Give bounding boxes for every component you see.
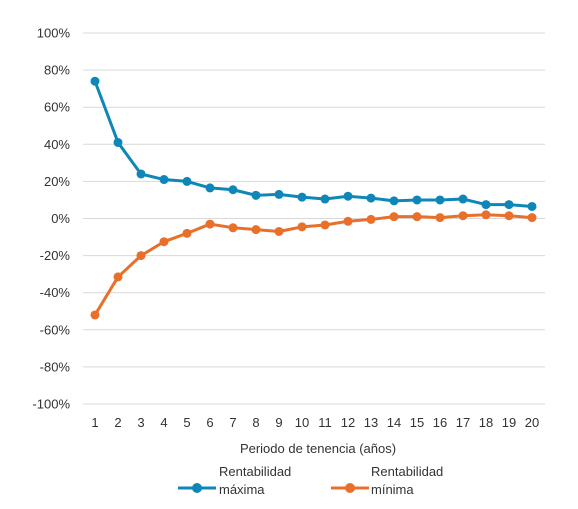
data-point: [297, 192, 307, 202]
data-point: [389, 212, 399, 222]
x-tick-label: 2: [114, 415, 121, 430]
data-point: [320, 194, 330, 204]
y-tick-label: 60%: [44, 100, 70, 115]
legend-item-minimum: Rentabilidad mínima: [331, 464, 443, 497]
legend-swatch-marker-maximum: [192, 483, 202, 493]
x-tick-labels: 1 2 3 4 5 6 7 8 9 10 11 12 13 14 15 16 17 18 19 20: [91, 415, 539, 430]
x-tick-label: 4: [160, 415, 167, 430]
legend-label-minimum-line2: mínima: [371, 482, 414, 497]
data-point: [343, 191, 353, 201]
legend-item-maximum: Rentabilidad máxima: [178, 464, 291, 497]
x-tick-label: 12: [341, 415, 355, 430]
series-group: [90, 76, 537, 320]
data-point: [458, 194, 468, 204]
data-point: [320, 220, 330, 230]
data-point: [251, 190, 261, 200]
x-tick-label: 13: [364, 415, 378, 430]
x-tick-label: 15: [410, 415, 424, 430]
x-axis-label: Periodo de tenencia (años): [240, 441, 396, 456]
y-tick-labels: -100% -80% -60% -40% -20% 0% 20% 40% 60% 80% 100%: [32, 26, 70, 412]
x-tick-label: 19: [502, 415, 516, 430]
data-point: [136, 251, 146, 261]
legend-label-maximum-line2: máxima: [219, 482, 265, 497]
data-point: [274, 189, 284, 199]
data-point: [527, 213, 537, 223]
data-point: [527, 201, 537, 211]
data-point: [435, 213, 445, 223]
data-point: [205, 219, 215, 229]
data-point: [412, 212, 422, 222]
y-tick-label: -40%: [40, 285, 71, 300]
y-tick-label: 100%: [37, 26, 71, 41]
legend-label-maximum-line1: Rentabilidad: [219, 464, 291, 479]
y-tick-label: -20%: [40, 248, 71, 263]
data-point: [205, 183, 215, 193]
x-tick-label: 7: [229, 415, 236, 430]
data-point: [412, 195, 422, 205]
data-point: [159, 175, 169, 185]
data-point: [182, 176, 192, 186]
x-tick-label: 11: [318, 415, 332, 430]
x-tick-label: 3: [137, 415, 144, 430]
x-tick-label: 14: [387, 415, 401, 430]
data-point: [90, 310, 100, 320]
data-point: [113, 272, 123, 282]
x-tick-label: 17: [456, 415, 470, 430]
data-point: [136, 169, 146, 179]
grid-lines: [83, 32, 545, 405]
y-tick-label: 80%: [44, 63, 70, 78]
data-point: [435, 195, 445, 205]
data-point: [504, 200, 514, 210]
data-point: [366, 193, 376, 203]
y-tick-label: 20%: [44, 174, 70, 189]
x-tick-label: 16: [433, 415, 447, 430]
x-tick-label: 6: [206, 415, 213, 430]
series-0: [90, 76, 537, 211]
y-tick-label: -100%: [32, 397, 70, 412]
x-tick-label: 10: [295, 415, 309, 430]
y-tick-label: 40%: [44, 137, 70, 152]
data-point: [228, 223, 238, 233]
y-tick-label: -80%: [40, 359, 71, 374]
data-point: [90, 76, 100, 86]
data-point: [251, 225, 261, 235]
x-tick-label: 1: [91, 415, 98, 430]
y-tick-label: -60%: [40, 322, 71, 337]
x-tick-label: 9: [275, 415, 282, 430]
data-point: [481, 210, 491, 220]
legend: Rentabilidad máxima Rentabilidad mínima: [178, 464, 443, 497]
data-point: [343, 216, 353, 226]
data-point: [366, 214, 376, 224]
data-point: [274, 226, 284, 236]
legend-label-minimum-line1: Rentabilidad: [371, 464, 443, 479]
data-point: [458, 211, 468, 221]
data-point: [504, 211, 514, 221]
x-tick-label: 5: [183, 415, 190, 430]
x-tick-label: 18: [479, 415, 493, 430]
series-1: [90, 210, 537, 320]
data-point: [228, 185, 238, 195]
data-point: [159, 237, 169, 247]
data-point: [182, 228, 192, 238]
data-point: [113, 137, 123, 147]
data-point: [389, 196, 399, 206]
x-tick-label: 20: [525, 415, 539, 430]
series-line-1: [93, 213, 534, 317]
legend-swatch-marker-minimum: [345, 483, 355, 493]
data-point: [481, 200, 491, 210]
x-tick-label: 8: [252, 415, 259, 430]
data-point: [297, 222, 307, 232]
y-tick-label: 0%: [51, 211, 70, 226]
